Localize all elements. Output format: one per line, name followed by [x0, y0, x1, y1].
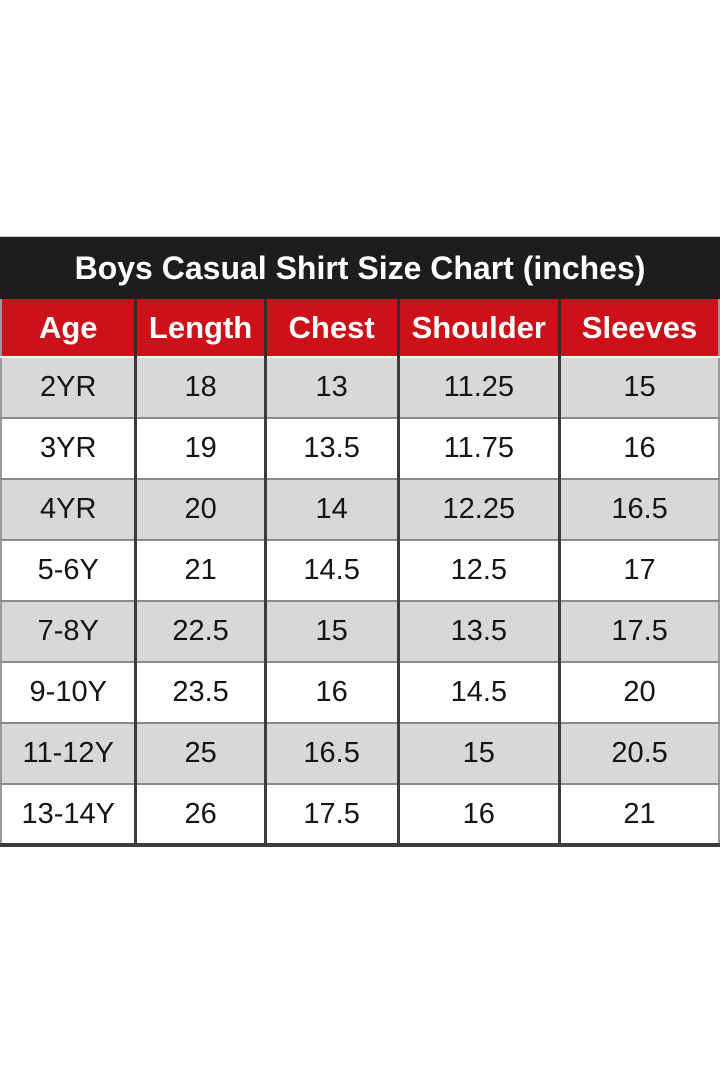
header-cell: Age: [1, 299, 136, 358]
age-cell: 3YR: [1, 417, 136, 479]
header-cell: Chest: [263, 299, 399, 358]
value-cell: 16.5: [558, 478, 719, 540]
value-cell: 13: [263, 357, 399, 418]
value-cell: 17.5: [263, 783, 399, 845]
value-cell: 17: [558, 539, 719, 601]
table-row: 5-6Y 21 14.5 12.5 17: [1, 539, 719, 601]
age-cell: 2YR: [40, 371, 97, 403]
table-row: 2YR 18 13 11.25 15: [1, 357, 719, 418]
value-cell: 20.5: [558, 722, 719, 784]
value-cell: 16.5: [263, 722, 399, 784]
chart-title-bar: Boys Casual Shirt Size Chart (inches): [0, 236, 720, 299]
table-row: 4YR 20 14 12.25 16.5: [1, 478, 719, 540]
header-row: Age Length Chest Shoulder Sleeves: [1, 299, 719, 358]
value-cell: 16: [396, 783, 560, 845]
age-cell: 4YR: [1, 478, 136, 540]
value-cell: 18: [134, 357, 266, 418]
value-cell: 13.5: [263, 417, 399, 479]
value-cell: 13.5: [396, 600, 560, 662]
value-cell: 25: [134, 722, 266, 784]
header-cell: Shoulder: [396, 299, 560, 358]
value-cell: 21: [558, 783, 719, 845]
value-cell: 12.5: [396, 539, 560, 601]
age-cell: 9-10Y: [1, 661, 136, 723]
value-cell: 21: [134, 539, 266, 601]
age-cell: 13-14Y: [1, 783, 136, 845]
value-cell: 12.25: [396, 478, 560, 540]
value-cell: 19: [134, 417, 266, 479]
age-cell: 11-12Y: [1, 722, 136, 784]
size-chart: Boys Casual Shirt Size Chart (inches) Ag…: [0, 236, 720, 847]
value-cell: 14.5: [396, 661, 560, 723]
value-cell: 26: [134, 783, 266, 845]
size-table: Age Length Chest Shoulder Sleeves 2YR 18 13 11.…: [0, 299, 720, 847]
table-row: 7-8Y 22.5 15 13.5 17.5: [1, 600, 719, 662]
value-cell: 20: [134, 478, 266, 540]
value-cell: 11.75: [396, 417, 560, 479]
table-row: 11-12Y 25 16.5 15 20.5: [1, 722, 719, 784]
value-cell: 17.5: [558, 600, 719, 662]
value-cell: 15: [558, 357, 719, 418]
value-cell: 11.25: [396, 357, 560, 418]
chart-title: Boys Casual Shirt Size Chart (inches): [74, 249, 646, 286]
table-row: 9-10Y 23.5 16 14.5 20: [1, 661, 719, 723]
value-cell: 23.5: [134, 661, 266, 723]
age-cell: 7-8Y: [1, 600, 136, 662]
age-cell: 5-6Y: [1, 539, 136, 601]
value-cell: 20: [558, 661, 719, 723]
value-cell: 14: [263, 478, 399, 540]
value-cell: 15: [396, 722, 560, 784]
table-row: 13-14Y 26 17.5 16 21: [1, 783, 719, 845]
header-cell: Length: [134, 299, 266, 358]
value-cell: 14.5: [263, 539, 399, 601]
value-cell: 22.5: [134, 600, 266, 662]
value-cell: 15: [263, 600, 399, 662]
header-cell: Sleeves: [558, 299, 719, 358]
table-row: 3YR 19 13.5 11.75 16: [1, 417, 719, 479]
value-cell: 16: [558, 417, 719, 479]
value-cell: 16: [263, 661, 399, 723]
